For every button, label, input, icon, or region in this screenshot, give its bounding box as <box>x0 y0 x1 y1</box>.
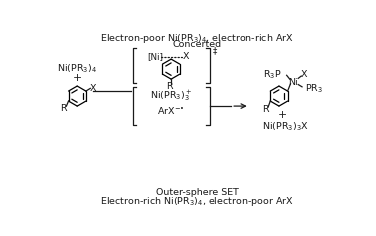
Text: Ni: Ni <box>288 78 298 87</box>
Text: Electron-rich Ni(PR$_3$)$_4$, electron-poor ArX: Electron-rich Ni(PR$_3$)$_4$, electron-p… <box>100 195 294 208</box>
Text: X: X <box>182 52 189 61</box>
Text: X: X <box>90 84 97 93</box>
Text: +: + <box>278 110 287 120</box>
Text: Ni(PR$_3$)$_3^+$: Ni(PR$_3$)$_3^+$ <box>150 89 192 104</box>
Text: +: + <box>73 73 82 83</box>
Text: R: R <box>166 82 173 91</box>
Text: R: R <box>262 105 268 114</box>
Text: R$_3$P: R$_3$P <box>264 68 282 81</box>
Text: R: R <box>60 104 67 113</box>
Text: Concerted: Concerted <box>173 40 222 49</box>
Text: X: X <box>301 70 308 79</box>
Text: [Ni]: [Ni] <box>147 52 163 61</box>
Text: $^{‡}$: $^{‡}$ <box>212 48 218 61</box>
Text: ArX$^{-•}$: ArX$^{-•}$ <box>158 106 185 118</box>
Text: PR$_3$: PR$_3$ <box>305 82 323 95</box>
Text: Electron-poor Ni(PR$_3$)$_4$, electron-rich ArX: Electron-poor Ni(PR$_3$)$_4$, electron-r… <box>100 32 294 45</box>
Text: Ni(PR$_3$)$_3$X: Ni(PR$_3$)$_3$X <box>262 121 309 133</box>
Text: Outer-sphere SET: Outer-sphere SET <box>156 189 239 198</box>
Text: Ni(PR$_3$)$_4$: Ni(PR$_3$)$_4$ <box>57 63 97 75</box>
